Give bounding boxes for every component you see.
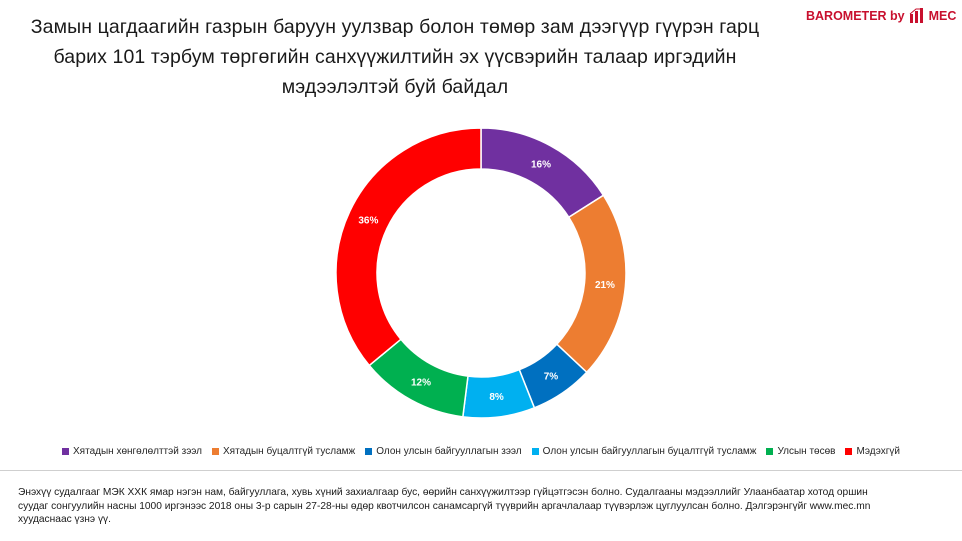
legend-item-0: Хятадын хөнгөлөлттэй зээл	[62, 446, 202, 457]
legend-item-3: Олон улсын байгууллагын буцалтгүй туслам…	[531, 446, 757, 457]
data-label-2: 7%	[544, 371, 559, 382]
legend-swatch-5	[845, 448, 853, 455]
chart-title: Замын цагдаагийн газрын баруун уулзвар б…	[0, 12, 790, 102]
donut-slice-3	[461, 368, 536, 419]
divider	[0, 470, 962, 471]
legend-swatch-4	[766, 448, 774, 455]
chart-legend: Хятадын хөнгөлөлттэй зээл Хятадын буцалтг…	[0, 446, 962, 457]
donut-slice-0	[480, 127, 605, 219]
legend-item-2: Олон улсын байгууллагын зээл	[365, 446, 522, 457]
mec-logo-icon	[909, 8, 923, 23]
title-line-2: барих 101 тэрбум төргөгийн санхүүжилтийн…	[53, 46, 737, 68]
title-line-3: мэдээлэлтэй буй байдал	[281, 76, 509, 98]
legend-item-4: Улсын төсөв	[766, 446, 835, 457]
brand-logo-label: MEC	[928, 9, 957, 23]
legend-swatch-0	[62, 448, 70, 455]
footnote-line-3: хуудаснаас үзнэ үү.	[18, 514, 111, 525]
legend-label-5: Мэдэхгүй	[856, 446, 900, 457]
data-label-0: 16%	[531, 159, 551, 170]
footnote: Энэхүү судалгааг МЭК ХХК ямар нэгэн нам,…	[18, 486, 948, 527]
legend-item-1: Хятадын буцалтгүй тусламж	[212, 446, 355, 457]
footnote-line-2: суудаг сонгуулийн насны 1000 иргэнээс 20…	[18, 500, 871, 512]
donut-slice-4	[368, 338, 469, 418]
title-line-1: Замын цагдаагийн газрын баруун уулзвар б…	[30, 16, 760, 38]
data-label-4: 12%	[411, 378, 431, 389]
legend-swatch-2	[365, 448, 373, 455]
legend-label-2: Олон улсын байгууллагын зээл	[376, 446, 522, 457]
brand-logo: BAROMETER by MEC	[806, 5, 958, 27]
legend-item-5: Мэдэхгүй	[845, 446, 900, 457]
legend-swatch-1	[212, 448, 220, 455]
legend-label-4: Улсын төсөв	[777, 446, 836, 457]
legend-label-3: Олон улсын байгууллагын буцалтгүй туслам…	[542, 446, 757, 457]
donut-slice-1	[555, 194, 627, 374]
donut-slice-2	[518, 343, 588, 409]
legend-swatch-3	[531, 448, 539, 455]
data-label-3: 8%	[489, 392, 504, 403]
data-label-1: 21%	[595, 280, 615, 291]
data-label-5: 36%	[358, 215, 378, 226]
legend-label-0: Хятадын хөнгөлөлттэй зээл	[73, 446, 203, 457]
brand-text: BAROMETER by	[806, 9, 905, 23]
donut-slice-5	[335, 127, 482, 367]
footnote-line-1: Энэхүү судалгааг МЭК ХХК ямар нэгэн нам,…	[18, 487, 868, 498]
legend-label-1: Хятадын буцалтгүй тусламж	[223, 446, 356, 457]
